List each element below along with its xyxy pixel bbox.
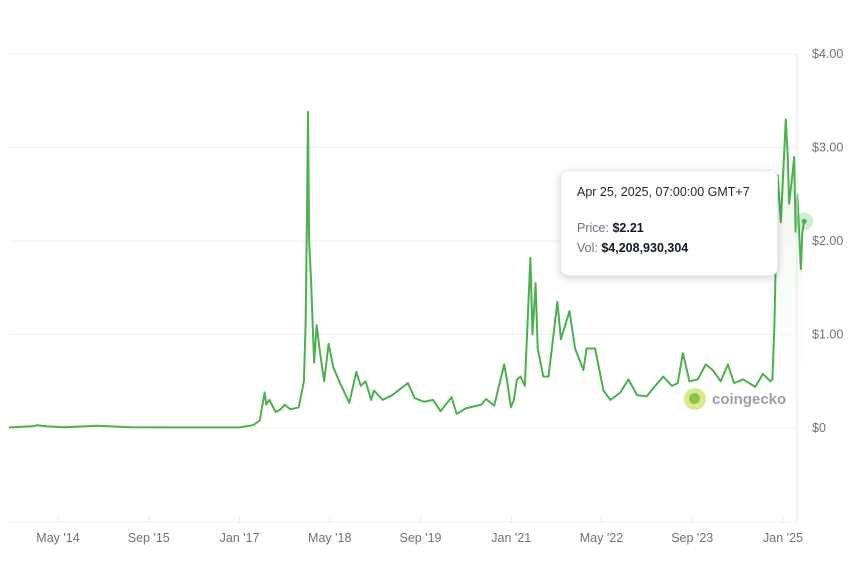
tooltip-price-label: Price: [577, 221, 609, 235]
y-tick-label: $3.00 [812, 141, 843, 155]
watermark-text: coingecko [712, 390, 787, 408]
tooltip-vol-label: Vol: [577, 241, 598, 255]
y-tick-label: $2.00 [812, 234, 843, 248]
y-tick-label: $1.00 [812, 328, 843, 342]
x-tick-label: Jan '17 [220, 531, 260, 545]
price-line [8, 111, 806, 429]
hover-point [801, 218, 807, 224]
x-tick-label: May '22 [580, 531, 623, 545]
x-tick-label: May '14 [36, 531, 79, 545]
tooltip-price: Price: $2.21 [577, 221, 761, 235]
y-tick-label: $0 [812, 421, 826, 435]
tooltip-price-value: $2.21 [612, 221, 644, 235]
coingecko-watermark: coingecko [684, 388, 786, 410]
price-area [8, 112, 805, 428]
tooltip-volume: Vol: $4,208,930,304 [577, 241, 761, 255]
x-tick-label: Sep '23 [671, 531, 713, 545]
gecko-logo-icon [684, 388, 706, 410]
x-tick-label: May '18 [308, 531, 351, 545]
x-tick-label: Jan '21 [491, 531, 531, 545]
x-tick-label: Sep '15 [128, 531, 170, 545]
tooltip: Apr 25, 2025, 07:00:00 GMT+7 Price: $2.2… [560, 170, 778, 276]
tooltip-date: Apr 25, 2025, 07:00:00 GMT+7 [577, 185, 750, 199]
y-tick-label: $4.00 [812, 47, 843, 61]
x-tick-label: Sep '19 [399, 531, 441, 545]
tooltip-vol-value: $4,208,930,304 [601, 241, 689, 255]
x-tick-label: Jan '25 [763, 531, 803, 545]
